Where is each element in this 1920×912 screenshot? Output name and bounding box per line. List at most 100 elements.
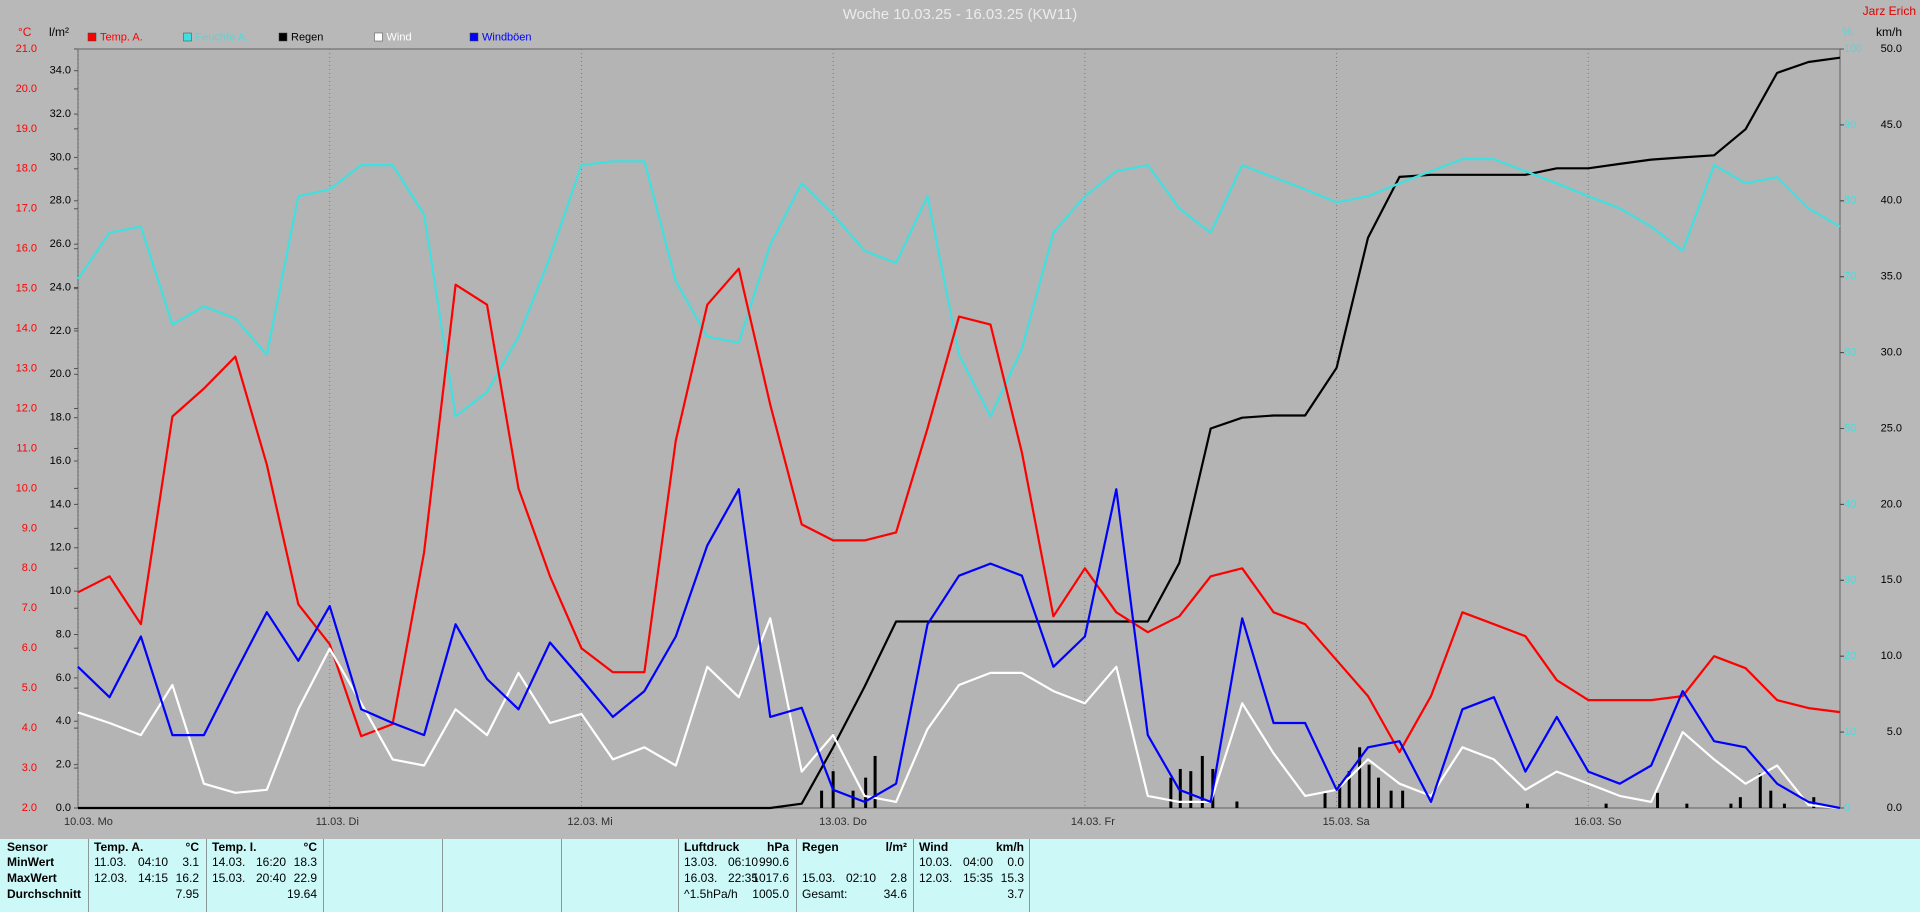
y-unit: °C	[18, 25, 32, 39]
series-line	[77, 488, 1841, 810]
y4-tick-label: 20.0	[1881, 498, 1902, 510]
y-tick-label: 5.0	[22, 682, 37, 694]
row-value: 990.6	[758, 855, 789, 869]
row-date: 11.03.	[94, 855, 127, 869]
rain-bar	[1389, 790, 1393, 808]
row-date: 14.03.	[212, 855, 246, 869]
y3-tick-label: 30	[1844, 574, 1856, 586]
y-tick-label: 16.0	[16, 243, 37, 255]
y2-tick-label: 30.0	[50, 151, 71, 163]
y2-tick-label: 26.0	[50, 238, 71, 250]
row-value: 34.6	[883, 887, 907, 901]
y2-tick-label: 14.0	[50, 498, 71, 510]
x-tick-label: 13.03. Do	[819, 816, 867, 828]
row-date: 12.03.	[919, 871, 953, 885]
rain-bar	[1525, 803, 1529, 808]
rain-bar	[1200, 755, 1204, 808]
y2-tick-label: 4.0	[56, 715, 71, 727]
panel-box	[88, 839, 89, 912]
y3-tick-label: 70	[1844, 271, 1856, 283]
y-tick-label: 18.0	[16, 163, 37, 175]
y-tick-label: 14.0	[16, 323, 37, 335]
rain-bar	[1401, 790, 1405, 808]
rain-bar	[864, 777, 868, 808]
row-time: 15:35	[963, 871, 994, 885]
panel-box	[206, 839, 207, 912]
row-value: 3.1	[182, 855, 199, 869]
rain-bar	[1235, 801, 1239, 808]
group-title: Regen	[802, 840, 839, 854]
panel-box	[323, 839, 324, 912]
row-value: 19.64	[286, 887, 317, 901]
panel-box	[442, 839, 443, 912]
y-tick-label: 8.0	[22, 562, 37, 574]
y2-unit: l/m²	[49, 25, 69, 39]
row-value: 15.3	[1000, 871, 1024, 885]
y2-tick-label: 32.0	[50, 108, 71, 120]
y2-tick-label: 0.0	[56, 802, 71, 814]
panel-box	[913, 839, 914, 912]
row-value: 1017.6	[752, 871, 789, 885]
row-date: 10.03.	[919, 855, 953, 869]
legend-label: Regen	[291, 31, 323, 43]
group-unit: °C	[303, 840, 317, 854]
row-value: 0.0	[1007, 855, 1024, 869]
rain-bar	[1656, 792, 1660, 808]
y-tick-label: 11.0	[16, 442, 37, 454]
panel-box	[796, 839, 797, 912]
rain-bar	[873, 755, 877, 808]
y-tick-label: 9.0	[22, 522, 37, 534]
y4-unit: km/h	[1876, 25, 1902, 39]
series-line	[77, 617, 1841, 810]
rain-bar	[1338, 784, 1342, 808]
row-label: MaxWert	[7, 871, 57, 885]
row-label: Sensor	[7, 840, 48, 854]
y-tick-label: 21.0	[16, 43, 37, 55]
row-value: 7.95	[175, 887, 199, 901]
row-value: 22.9	[293, 871, 317, 885]
y4-tick-label: 25.0	[1881, 422, 1902, 434]
row-date: 15.03.	[212, 871, 246, 885]
y4-tick-label: 0.0	[1887, 802, 1902, 814]
y3-tick-label: 40	[1844, 498, 1856, 510]
series-line	[78, 56, 1841, 810]
rain-bar	[820, 790, 824, 808]
row-value: 3.7	[1007, 887, 1024, 901]
y2-tick-label: 18.0	[50, 412, 71, 424]
y-tick-label: 4.0	[22, 722, 37, 734]
rain-bar	[1189, 771, 1193, 808]
legend-label: Wind	[387, 31, 412, 43]
panel-box	[561, 839, 562, 912]
legend-swatch	[469, 32, 479, 42]
y4-tick-label: 30.0	[1881, 347, 1902, 359]
y3-tick-label: 100	[1844, 43, 1862, 55]
group-title: Temp. I.	[212, 840, 257, 854]
row-time: 14:15	[138, 871, 169, 885]
y-tick-label: 20.0	[16, 83, 37, 95]
y-tick-label: 10.0	[16, 482, 37, 494]
y2-tick-label: 28.0	[50, 195, 71, 207]
row-value: 18.3	[293, 855, 317, 869]
row-label: Durchschnitt	[7, 887, 82, 901]
y4-tick-label: 10.0	[1881, 650, 1902, 662]
y3-tick-label: 20	[1844, 650, 1856, 662]
y-tick-label: 15.0	[16, 283, 37, 295]
group-title: Wind	[919, 840, 949, 854]
rain-bar	[1782, 803, 1786, 808]
y-tick-label: 13.0	[16, 362, 37, 374]
panel-box	[678, 839, 679, 912]
panel-box	[1029, 839, 1030, 912]
y2-tick-label: 8.0	[56, 628, 71, 640]
row-date: 13.03.	[684, 855, 718, 869]
y4-tick-label: 40.0	[1881, 195, 1902, 207]
row-value: 2.8	[890, 871, 907, 885]
y2-tick-label: 6.0	[56, 672, 71, 684]
rain-bar	[1604, 803, 1608, 808]
y-tick-label: 6.0	[22, 642, 37, 654]
y4-tick-label: 50.0	[1881, 43, 1902, 55]
y2-tick-label: 16.0	[50, 455, 71, 467]
y-tick-label: 19.0	[16, 123, 37, 135]
y-tick-label: 7.0	[22, 602, 37, 614]
row-time: 22:35	[728, 871, 759, 885]
